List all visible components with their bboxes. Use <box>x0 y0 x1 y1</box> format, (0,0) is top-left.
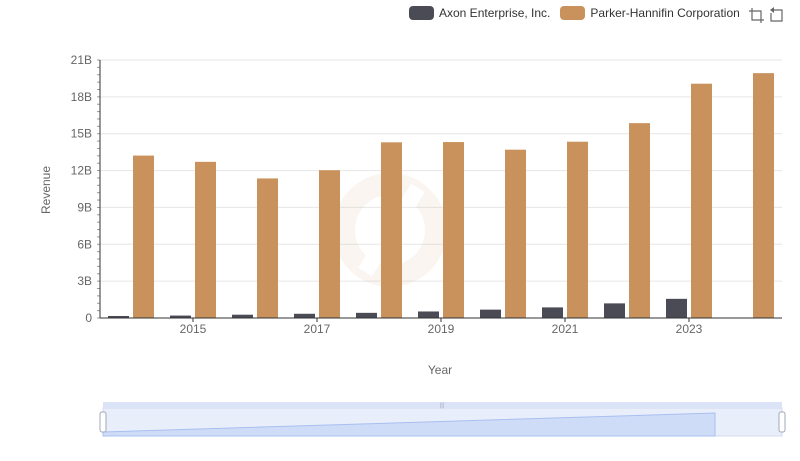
restore-icon[interactable] <box>768 6 786 24</box>
data-zoom-left-handle[interactable] <box>99 411 107 433</box>
bar-parker-hannifin-2020[interactable] <box>505 149 526 318</box>
y-tick-label: 9B <box>77 200 92 214</box>
bar-axon-2016[interactable] <box>232 314 253 318</box>
bar-parker-hannifin-2021[interactable] <box>567 141 588 318</box>
legend-label-parker-hannifin: Parker-Hannifin Corporation <box>590 6 740 20</box>
y-axis-title: Revenue <box>39 166 53 214</box>
toolbox <box>746 6 786 24</box>
bar-axon-2019[interactable] <box>418 311 439 318</box>
bar-axon-2014[interactable] <box>108 315 129 318</box>
bar-axon-2022[interactable] <box>604 303 625 318</box>
y-tick-label: 6B <box>77 237 92 251</box>
bar-axon-2015[interactable] <box>170 315 191 318</box>
data-zoom-right-handle[interactable] <box>778 411 786 433</box>
x-tick-label: 2021 <box>552 322 579 336</box>
bar-axon-2018[interactable] <box>356 312 377 318</box>
zoom-icon[interactable] <box>748 6 766 24</box>
x-tick-label: 2015 <box>180 322 207 336</box>
bar-parker-hannifin-2016[interactable] <box>257 178 278 318</box>
legend-swatch-parker-hannifin <box>560 6 586 20</box>
bar-parker-hannifin-2015[interactable] <box>195 161 216 318</box>
y-tick-label: 3B <box>77 274 92 288</box>
y-tick-label: 0 <box>85 311 92 325</box>
legend: Axon Enterprise, Inc. Parker-Hannifin Co… <box>409 4 750 22</box>
bar-parker-hannifin-2018[interactable] <box>381 142 402 318</box>
bar-parker-hannifin-2022[interactable] <box>629 123 650 318</box>
data-zoom-grip-icon[interactable]: ||| <box>440 403 445 409</box>
y-tick-label: 12B <box>71 164 92 178</box>
bar-parker-hannifin-2019[interactable] <box>443 142 464 318</box>
bars <box>108 73 774 318</box>
x-tick-label: 2017 <box>304 322 331 336</box>
y-tick-label: 21B <box>71 53 92 67</box>
data-zoom-slider[interactable]: ||| <box>99 402 786 437</box>
bar-parker-hannifin-2023[interactable] <box>691 83 712 318</box>
data-zoom-selected-range[interactable] <box>103 402 782 408</box>
x-tick-label: 2023 <box>676 322 703 336</box>
bar-axon-2017[interactable] <box>294 313 315 318</box>
y-tick-label: 18B <box>71 90 92 104</box>
bar-axon-2021[interactable] <box>542 307 563 318</box>
x-tick-label: 2019 <box>428 322 455 336</box>
bar-axon-2020[interactable] <box>480 309 501 318</box>
bar-parker-hannifin-2024[interactable] <box>753 73 774 318</box>
y-tick-label: 15B <box>71 127 92 141</box>
x-axis-title: Year <box>428 363 452 377</box>
legend-label-axon: Axon Enterprise, Inc. <box>439 6 551 20</box>
axes: 0 3B 6B 9B 12B 15B 18B 21B 2015 2017 2019 2021 2023 <box>71 53 782 336</box>
bar-parker-hannifin-2014[interactable] <box>133 155 154 318</box>
legend-item-parker-hannifin[interactable]: Parker-Hannifin Corporation <box>560 6 740 20</box>
bar-parker-hannifin-2017[interactable] <box>319 170 340 318</box>
legend-swatch-axon <box>409 6 434 20</box>
data-zoom-preview <box>102 412 716 437</box>
legend-item-axon[interactable]: Axon Enterprise, Inc. <box>409 6 550 20</box>
bar-axon-2023[interactable] <box>666 298 687 318</box>
